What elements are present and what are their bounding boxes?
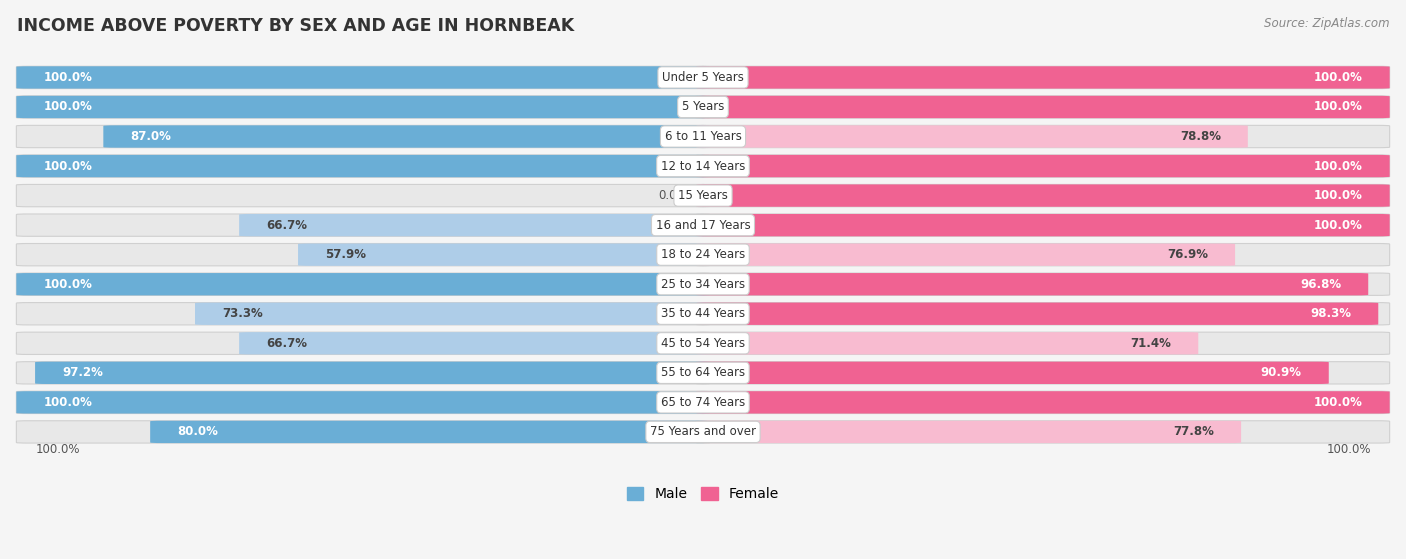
Text: 12 to 14 Years: 12 to 14 Years — [661, 159, 745, 173]
Text: 73.3%: 73.3% — [222, 307, 263, 320]
Text: 66.7%: 66.7% — [266, 337, 307, 350]
Text: 90.9%: 90.9% — [1261, 366, 1302, 380]
FancyBboxPatch shape — [696, 273, 1368, 295]
Text: Source: ZipAtlas.com: Source: ZipAtlas.com — [1264, 17, 1389, 30]
Text: 80.0%: 80.0% — [177, 425, 218, 438]
Text: 100.0%: 100.0% — [1313, 71, 1362, 84]
Text: 75 Years and over: 75 Years and over — [650, 425, 756, 438]
FancyBboxPatch shape — [298, 244, 710, 266]
FancyBboxPatch shape — [696, 214, 1389, 236]
FancyBboxPatch shape — [696, 67, 1389, 89]
FancyBboxPatch shape — [696, 332, 1389, 354]
FancyBboxPatch shape — [696, 155, 1389, 177]
FancyBboxPatch shape — [17, 214, 710, 236]
FancyBboxPatch shape — [17, 273, 710, 295]
FancyBboxPatch shape — [696, 421, 1241, 443]
FancyBboxPatch shape — [696, 125, 1389, 148]
Text: 65 to 74 Years: 65 to 74 Years — [661, 396, 745, 409]
FancyBboxPatch shape — [696, 184, 1389, 207]
Text: 15 Years: 15 Years — [678, 189, 728, 202]
FancyBboxPatch shape — [17, 332, 710, 354]
Text: 100.0%: 100.0% — [44, 71, 93, 84]
FancyBboxPatch shape — [696, 362, 1389, 384]
Text: 77.8%: 77.8% — [1173, 425, 1215, 438]
Text: 100.0%: 100.0% — [44, 396, 93, 409]
FancyBboxPatch shape — [17, 391, 710, 414]
Text: 76.9%: 76.9% — [1167, 248, 1208, 261]
Legend: Male, Female: Male, Female — [621, 482, 785, 506]
FancyBboxPatch shape — [17, 155, 710, 177]
Text: 100.0%: 100.0% — [35, 443, 80, 456]
FancyBboxPatch shape — [696, 273, 1389, 295]
Text: 5 Years: 5 Years — [682, 101, 724, 113]
Text: 16 and 17 Years: 16 and 17 Years — [655, 219, 751, 231]
Text: 78.8%: 78.8% — [1180, 130, 1220, 143]
FancyBboxPatch shape — [696, 391, 1389, 414]
FancyBboxPatch shape — [17, 391, 710, 414]
Text: 100.0%: 100.0% — [44, 159, 93, 173]
Text: 96.8%: 96.8% — [1301, 278, 1341, 291]
FancyBboxPatch shape — [17, 421, 710, 443]
Text: 100.0%: 100.0% — [1313, 396, 1362, 409]
FancyBboxPatch shape — [17, 244, 710, 266]
FancyBboxPatch shape — [696, 155, 1389, 177]
FancyBboxPatch shape — [17, 67, 710, 89]
FancyBboxPatch shape — [195, 302, 710, 325]
FancyBboxPatch shape — [17, 155, 710, 177]
FancyBboxPatch shape — [696, 302, 1378, 325]
FancyBboxPatch shape — [17, 184, 710, 207]
Text: 45 to 54 Years: 45 to 54 Years — [661, 337, 745, 350]
FancyBboxPatch shape — [17, 273, 710, 295]
FancyBboxPatch shape — [239, 214, 710, 236]
Text: 57.9%: 57.9% — [325, 248, 366, 261]
FancyBboxPatch shape — [696, 302, 1389, 325]
Text: 25 to 34 Years: 25 to 34 Years — [661, 278, 745, 291]
Text: 100.0%: 100.0% — [1313, 189, 1362, 202]
Text: 97.2%: 97.2% — [62, 366, 103, 380]
FancyBboxPatch shape — [696, 421, 1389, 443]
FancyBboxPatch shape — [17, 96, 710, 118]
FancyBboxPatch shape — [17, 362, 710, 384]
Text: 18 to 24 Years: 18 to 24 Years — [661, 248, 745, 261]
Text: 35 to 44 Years: 35 to 44 Years — [661, 307, 745, 320]
FancyBboxPatch shape — [17, 302, 710, 325]
FancyBboxPatch shape — [696, 244, 1234, 266]
Text: 87.0%: 87.0% — [131, 130, 172, 143]
Text: 100.0%: 100.0% — [1313, 159, 1362, 173]
Text: 100.0%: 100.0% — [1313, 219, 1362, 231]
Text: 55 to 64 Years: 55 to 64 Years — [661, 366, 745, 380]
FancyBboxPatch shape — [696, 184, 1389, 207]
FancyBboxPatch shape — [696, 96, 1389, 118]
FancyBboxPatch shape — [17, 67, 710, 89]
FancyBboxPatch shape — [696, 244, 1389, 266]
FancyBboxPatch shape — [17, 96, 710, 118]
FancyBboxPatch shape — [35, 362, 710, 384]
Text: 66.7%: 66.7% — [266, 219, 307, 231]
Text: 98.3%: 98.3% — [1310, 307, 1351, 320]
FancyBboxPatch shape — [103, 125, 710, 148]
Text: 100.0%: 100.0% — [1313, 101, 1362, 113]
FancyBboxPatch shape — [696, 67, 1389, 89]
Text: 100.0%: 100.0% — [44, 278, 93, 291]
FancyBboxPatch shape — [696, 391, 1389, 414]
Text: Under 5 Years: Under 5 Years — [662, 71, 744, 84]
Text: 100.0%: 100.0% — [44, 101, 93, 113]
Text: 71.4%: 71.4% — [1130, 337, 1171, 350]
FancyBboxPatch shape — [239, 332, 710, 354]
Text: 0.0%: 0.0% — [658, 189, 688, 202]
Text: 6 to 11 Years: 6 to 11 Years — [665, 130, 741, 143]
FancyBboxPatch shape — [696, 362, 1329, 384]
Text: 100.0%: 100.0% — [1326, 443, 1371, 456]
FancyBboxPatch shape — [17, 125, 710, 148]
FancyBboxPatch shape — [150, 421, 710, 443]
FancyBboxPatch shape — [696, 332, 1198, 354]
FancyBboxPatch shape — [696, 214, 1389, 236]
FancyBboxPatch shape — [696, 96, 1389, 118]
Text: INCOME ABOVE POVERTY BY SEX AND AGE IN HORNBEAK: INCOME ABOVE POVERTY BY SEX AND AGE IN H… — [17, 17, 574, 35]
FancyBboxPatch shape — [696, 125, 1247, 148]
